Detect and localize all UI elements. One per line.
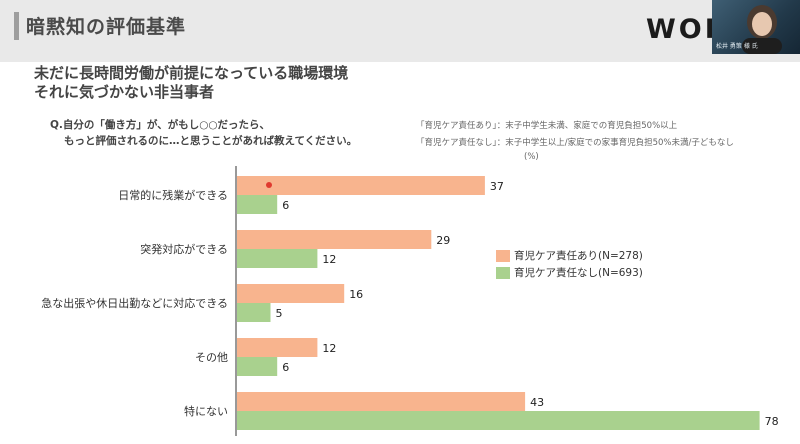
bar-without-care [237, 303, 271, 322]
bar-with-care [237, 338, 318, 357]
bar-with-care [237, 284, 345, 303]
data-label: 6 [282, 361, 289, 374]
bar-with-care [237, 176, 485, 195]
chart-legend: 育児ケア責任あり(N=278) 育児ケア責任なし(N=693) [496, 247, 643, 281]
header-band [0, 0, 800, 62]
definition-without-care: 「育児ケア責任なし」：末子中学生以上/家庭での家事育児負担50%未満/子どもなし [416, 138, 734, 148]
category-label: その他 [195, 351, 228, 364]
question-line-2: もっと評価されるのに…と思うことがあれば教えてください。 [64, 135, 358, 147]
bar-without-care [237, 195, 278, 214]
headline-line-1: 未だに長時間労働が前提になっている職場環境 [34, 64, 349, 82]
headline-line-2: それに気づかない非当事者 [34, 83, 215, 101]
category-label: 日常的に残業ができる [118, 188, 228, 202]
legend-swatch-with-care [496, 249, 510, 262]
bar-without-care [237, 357, 278, 376]
data-label: 12 [322, 342, 336, 355]
bar-with-care [237, 392, 526, 411]
legend-swatch-without-care [496, 266, 510, 279]
category-label: 特にない [184, 404, 228, 418]
bar-without-care [237, 249, 318, 268]
legend-label-without-care: 育児ケア責任なし(N=693) [514, 267, 643, 279]
legend-label-with-care: 育児ケア責任あり(N=278) [514, 250, 643, 262]
definition-with-care: 「育児ケア責任あり」：末子中学生未満、家庭での育児負担50%以上 [416, 121, 678, 131]
page-title: 暗黙知の評価基準 [26, 16, 187, 38]
question-line-1: Q.自分の「働き方」が、がもし○○だったら、 [50, 119, 271, 131]
header-accent-bar [14, 12, 19, 40]
bar-with-care [237, 230, 432, 249]
data-label: 78 [765, 415, 779, 428]
survey-question: Q.自分の「働き方」が、がもし○○だったら、 もっと評価されるのに…と思うことが… [50, 117, 357, 149]
data-label: 16 [349, 288, 363, 301]
legend-item-with-care: 育児ケア責任あり(N=278) [496, 247, 643, 264]
data-label: 5 [276, 307, 283, 320]
participant-name-caption: 松井 勇策 様 氏 [716, 43, 758, 50]
data-label: 37 [490, 180, 504, 193]
data-label: 12 [322, 253, 336, 266]
participant-avatar-icon [742, 5, 782, 54]
unit-label: (%) [524, 152, 539, 162]
data-label: 6 [282, 199, 289, 212]
category-label: 急な出張や休日出勤などに対応できる [41, 296, 228, 310]
headline: 未だに長時間労働が前提になっている職場環境 それに気づかない非当事者 [34, 64, 348, 102]
data-label: 29 [436, 234, 450, 247]
legend-item-without-care: 育児ケア責任なし(N=693) [496, 264, 643, 281]
participant-video-tile[interactable]: 松井 勇策 様 氏 [712, 0, 800, 54]
category-label: 突発対応ができる [140, 242, 228, 256]
bar-without-care [237, 411, 760, 430]
group-definitions: 「育児ケア責任あり」：末子中学生未満、家庭での育児負担50%以上 「育児ケア責任… [416, 118, 734, 152]
cursor-marker-icon [266, 182, 272, 188]
data-label: 43 [530, 396, 544, 409]
